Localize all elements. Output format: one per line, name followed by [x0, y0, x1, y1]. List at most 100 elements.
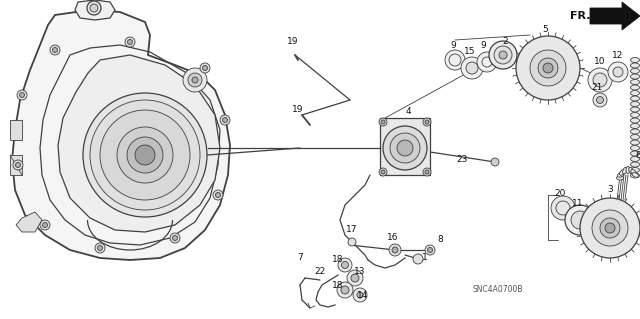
Circle shape — [425, 170, 429, 174]
Circle shape — [17, 90, 27, 100]
Ellipse shape — [623, 167, 627, 174]
Text: 3: 3 — [607, 186, 613, 195]
Circle shape — [50, 45, 60, 55]
Text: 8: 8 — [437, 235, 443, 244]
Text: 9: 9 — [450, 41, 456, 49]
Circle shape — [516, 36, 580, 100]
Circle shape — [200, 63, 210, 73]
Circle shape — [608, 62, 628, 82]
Circle shape — [341, 286, 349, 294]
Ellipse shape — [630, 135, 639, 139]
Text: 20: 20 — [554, 189, 566, 197]
Ellipse shape — [630, 145, 639, 151]
Circle shape — [580, 198, 640, 258]
Circle shape — [389, 244, 401, 256]
Ellipse shape — [631, 169, 637, 175]
Circle shape — [383, 126, 427, 170]
Text: SNC4A0700B: SNC4A0700B — [473, 286, 524, 294]
Ellipse shape — [630, 118, 639, 123]
Circle shape — [348, 238, 356, 246]
Circle shape — [183, 68, 207, 92]
Ellipse shape — [628, 167, 634, 174]
Circle shape — [428, 248, 433, 253]
Circle shape — [347, 270, 363, 286]
Circle shape — [117, 127, 173, 183]
Circle shape — [42, 222, 47, 227]
Circle shape — [425, 245, 435, 255]
Polygon shape — [58, 55, 220, 232]
Circle shape — [90, 100, 200, 210]
Circle shape — [593, 73, 607, 87]
Polygon shape — [590, 2, 640, 30]
Circle shape — [19, 93, 24, 98]
Circle shape — [605, 223, 615, 233]
Circle shape — [13, 160, 23, 170]
Circle shape — [390, 133, 420, 163]
Text: 12: 12 — [612, 51, 624, 61]
Ellipse shape — [630, 140, 639, 145]
Circle shape — [571, 211, 589, 229]
Circle shape — [379, 168, 387, 176]
Ellipse shape — [616, 176, 623, 180]
Circle shape — [15, 162, 20, 167]
Text: 23: 23 — [456, 155, 468, 165]
Ellipse shape — [620, 169, 625, 175]
Circle shape — [337, 282, 353, 298]
Circle shape — [379, 118, 387, 126]
Bar — [10, 120, 22, 140]
Text: FR.: FR. — [570, 11, 590, 21]
Circle shape — [100, 110, 190, 200]
Text: 5: 5 — [542, 26, 548, 34]
Circle shape — [499, 51, 507, 59]
Text: 13: 13 — [355, 268, 365, 277]
Circle shape — [351, 274, 359, 282]
Ellipse shape — [630, 63, 639, 68]
Text: 18: 18 — [332, 256, 344, 264]
Circle shape — [342, 262, 349, 269]
Text: 21: 21 — [591, 84, 603, 93]
Circle shape — [425, 120, 429, 124]
Ellipse shape — [630, 151, 639, 156]
Circle shape — [357, 292, 363, 298]
Circle shape — [423, 168, 431, 176]
Ellipse shape — [630, 129, 639, 134]
Circle shape — [220, 115, 230, 125]
Polygon shape — [380, 118, 430, 175]
Text: 22: 22 — [314, 268, 326, 277]
Ellipse shape — [630, 85, 639, 90]
Circle shape — [477, 52, 497, 72]
Circle shape — [543, 63, 553, 73]
Ellipse shape — [630, 69, 639, 73]
Text: 19: 19 — [292, 106, 304, 115]
Circle shape — [593, 93, 607, 107]
Ellipse shape — [630, 123, 639, 129]
Circle shape — [40, 220, 50, 230]
Circle shape — [592, 210, 628, 246]
Text: 7: 7 — [297, 254, 303, 263]
Circle shape — [489, 41, 517, 69]
Circle shape — [338, 258, 352, 272]
Circle shape — [445, 50, 465, 70]
Circle shape — [423, 118, 431, 126]
Ellipse shape — [626, 167, 630, 174]
Circle shape — [87, 1, 101, 15]
Polygon shape — [16, 212, 42, 232]
Ellipse shape — [630, 74, 639, 79]
Circle shape — [173, 235, 177, 241]
Text: 2: 2 — [502, 38, 508, 47]
Ellipse shape — [630, 167, 639, 173]
Circle shape — [353, 288, 367, 302]
Circle shape — [466, 62, 478, 74]
Text: 10: 10 — [595, 57, 605, 66]
Text: 16: 16 — [387, 234, 399, 242]
Circle shape — [565, 205, 595, 235]
Circle shape — [97, 246, 102, 250]
Ellipse shape — [630, 57, 639, 63]
Circle shape — [213, 190, 223, 200]
Text: 11: 11 — [572, 199, 584, 209]
Circle shape — [413, 254, 423, 264]
Circle shape — [170, 233, 180, 243]
Circle shape — [90, 4, 98, 12]
Circle shape — [596, 97, 604, 103]
Text: 1: 1 — [422, 254, 428, 263]
